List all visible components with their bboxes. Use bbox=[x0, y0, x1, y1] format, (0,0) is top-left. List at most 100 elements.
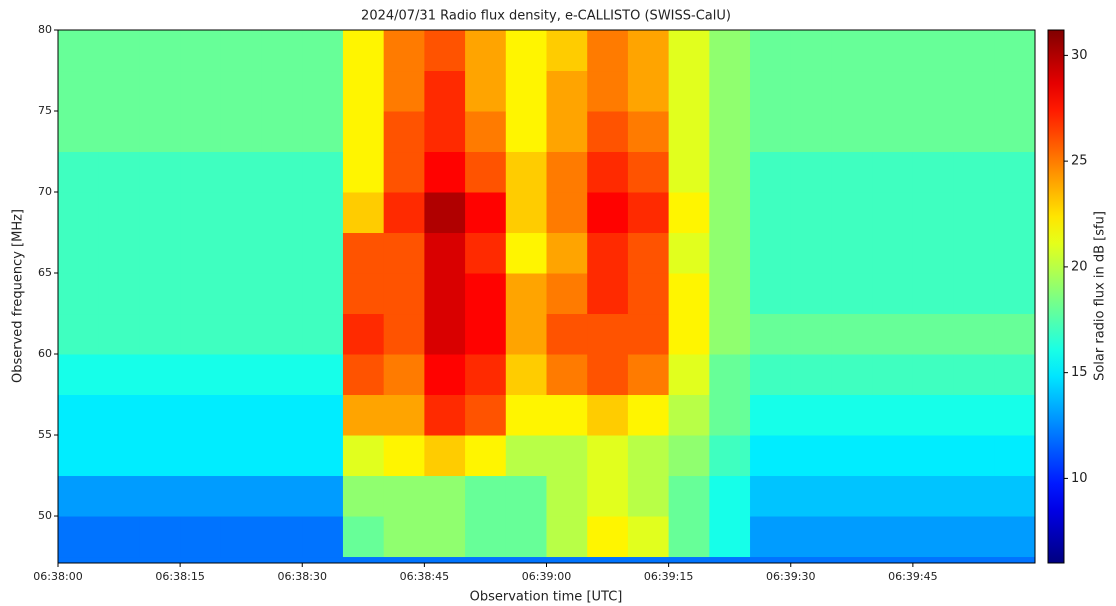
heatmap-cell bbox=[750, 354, 792, 396]
heatmap-cell bbox=[587, 435, 629, 477]
x-tick-label: 06:39:00 bbox=[522, 570, 571, 583]
x-tick-label: 06:38:15 bbox=[155, 570, 204, 583]
heatmap-cell bbox=[180, 516, 222, 558]
heatmap-cell bbox=[261, 354, 303, 396]
heatmap-cell bbox=[912, 475, 955, 517]
heatmap-cell bbox=[790, 313, 832, 355]
heatmap-cell bbox=[383, 394, 425, 436]
heatmap-cell bbox=[220, 70, 263, 112]
heatmap-cell bbox=[383, 354, 425, 396]
heatmap-cell bbox=[505, 273, 547, 315]
heatmap-cell bbox=[58, 516, 100, 558]
heatmap-cell bbox=[912, 192, 955, 234]
heatmap-cell bbox=[302, 30, 344, 72]
heatmap-cell bbox=[994, 30, 1036, 72]
heatmap-cell bbox=[139, 516, 181, 558]
heatmap-cell bbox=[546, 151, 588, 193]
heatmap-cell bbox=[302, 354, 344, 396]
heatmap-cell bbox=[98, 394, 140, 436]
heatmap-cell bbox=[424, 435, 466, 477]
heatmap-cell bbox=[424, 151, 466, 193]
heatmap-cell bbox=[342, 111, 385, 153]
heatmap-cell bbox=[872, 475, 914, 517]
heatmap-cell bbox=[994, 192, 1036, 234]
heatmap-cell bbox=[424, 354, 466, 396]
heatmap-cell bbox=[912, 273, 955, 315]
y-axis-label: Observed frequency [MHz] bbox=[11, 209, 26, 383]
heatmap-cell bbox=[302, 313, 344, 355]
heatmap-cell bbox=[220, 475, 263, 517]
heatmap-cell bbox=[98, 475, 140, 517]
heatmap-cell bbox=[58, 313, 100, 355]
heatmap-cell bbox=[465, 192, 507, 234]
heatmap-cell bbox=[342, 354, 385, 396]
heatmap-cell bbox=[546, 232, 588, 274]
heatmap-cell bbox=[790, 516, 832, 558]
heatmap-cell bbox=[668, 516, 710, 558]
heatmap-cell bbox=[709, 273, 751, 315]
heatmap-cell bbox=[831, 516, 873, 558]
heatmap-cell bbox=[790, 192, 832, 234]
heatmap-cell bbox=[709, 151, 751, 193]
heatmap-cell bbox=[587, 516, 629, 558]
heatmap-cell bbox=[342, 70, 385, 112]
heatmap-cell bbox=[98, 354, 140, 396]
heatmap-cell bbox=[261, 111, 303, 153]
x-tick-label: 06:38:00 bbox=[33, 570, 82, 583]
colorbar-tick-label: 25 bbox=[1071, 154, 1088, 169]
heatmap-cell bbox=[220, 232, 263, 274]
heatmap-cell bbox=[587, 111, 629, 153]
heatmap-cell bbox=[750, 232, 792, 274]
heatmap-cell bbox=[383, 30, 425, 72]
heatmap-cell bbox=[790, 70, 832, 112]
heatmap-cell bbox=[465, 394, 507, 436]
heatmap-cell bbox=[261, 151, 303, 193]
heatmap-cell bbox=[750, 70, 792, 112]
heatmap-cell bbox=[180, 394, 222, 436]
heatmap-cell bbox=[750, 192, 792, 234]
heatmap-cell bbox=[98, 435, 140, 477]
heatmap-cell bbox=[750, 151, 792, 193]
heatmap-cell bbox=[912, 70, 955, 112]
heatmap-cell bbox=[872, 232, 914, 274]
x-tick-label: 06:38:45 bbox=[400, 570, 449, 583]
heatmap-cell bbox=[261, 313, 303, 355]
heatmap-cell bbox=[668, 354, 710, 396]
heatmap-cell bbox=[58, 111, 100, 153]
y-tick-label: 70 bbox=[38, 185, 52, 198]
heatmap-cell bbox=[953, 232, 995, 274]
heatmap-cell bbox=[139, 394, 181, 436]
heatmap-cell bbox=[872, 192, 914, 234]
heatmap-cell bbox=[98, 111, 140, 153]
heatmap-cell bbox=[465, 232, 507, 274]
heatmap-cell bbox=[994, 313, 1036, 355]
heatmap-cell bbox=[994, 273, 1036, 315]
heatmap-cell bbox=[790, 394, 832, 436]
heatmap-cell bbox=[872, 313, 914, 355]
heatmap-cell bbox=[709, 475, 751, 517]
heatmap-cell bbox=[261, 70, 303, 112]
heatmap-cell bbox=[668, 232, 710, 274]
heatmap-cell bbox=[505, 151, 547, 193]
heatmap-cell bbox=[220, 273, 263, 315]
heatmap-cell bbox=[546, 354, 588, 396]
heatmap-cell bbox=[627, 394, 670, 436]
heatmap-cell bbox=[668, 70, 710, 112]
heatmap-cell bbox=[505, 313, 547, 355]
y-tick-label: 50 bbox=[38, 509, 52, 522]
heatmap-cell bbox=[58, 232, 100, 274]
heatmap-cell bbox=[383, 435, 425, 477]
heatmap-cell bbox=[668, 30, 710, 72]
heatmap-cell bbox=[546, 30, 588, 72]
heatmap-cell bbox=[139, 273, 181, 315]
heatmap-cell bbox=[668, 313, 710, 355]
heatmap-cell bbox=[302, 475, 344, 517]
heatmap-cell bbox=[750, 313, 792, 355]
heatmap-cell bbox=[58, 70, 100, 112]
heatmap-cell bbox=[139, 70, 181, 112]
heatmap-cell bbox=[302, 232, 344, 274]
heatmap-cell bbox=[587, 313, 629, 355]
heatmap-cell bbox=[587, 151, 629, 193]
heatmap-cell bbox=[383, 192, 425, 234]
heatmap-cell bbox=[709, 111, 751, 153]
